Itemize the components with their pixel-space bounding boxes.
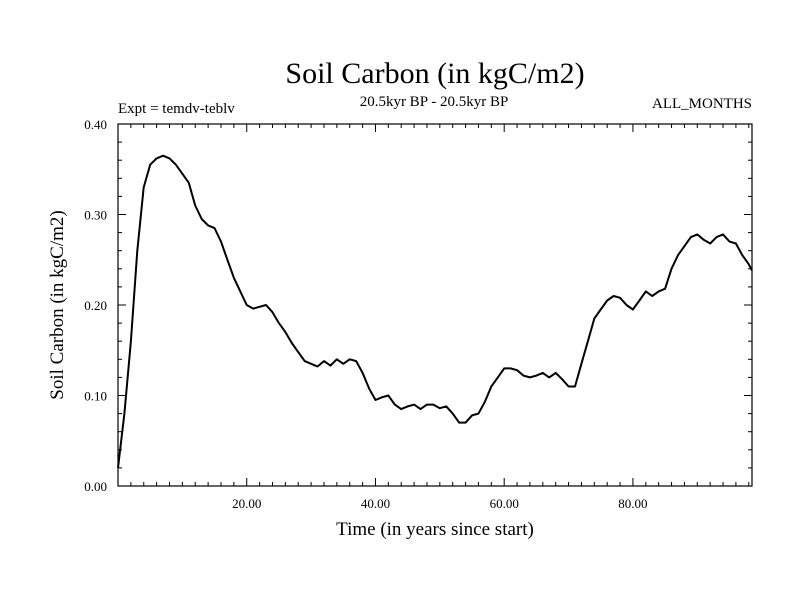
- y-axis-label: Soil Carbon (in kgC/m2): [47, 210, 68, 399]
- x-tick-label: 40.00: [361, 496, 390, 511]
- y-tick-label: 0.00: [84, 479, 107, 494]
- months-label: ALL_MONTHS: [652, 96, 752, 112]
- plot-frame: [117, 123, 753, 487]
- x-tick-label: 60.00: [490, 496, 519, 511]
- experiment-label: Expt = temdv-teblv: [118, 101, 235, 117]
- y-tick-label: 0.20: [84, 298, 107, 313]
- x-tick-label: 80.00: [618, 496, 647, 511]
- y-tick-label: 0.10: [84, 389, 107, 404]
- period-label: 20.5kyr BP - 20.5kyr BP: [360, 94, 509, 110]
- chart-title: Soil Carbon (in kgC/m2): [285, 57, 584, 90]
- tick-labels: 20.00 40.00 60.00 80.00 0.00 0.10 0.20 0.30 0.40: [84, 117, 647, 511]
- series-group: [117, 154, 753, 469]
- y-tick-label: 0.40: [84, 117, 107, 132]
- x-axis-label: Time (in years since start): [336, 519, 534, 540]
- soil-carbon-line: [117, 154, 753, 469]
- x-tick-label: 20.00: [232, 496, 261, 511]
- axis-ticks: [118, 124, 752, 486]
- y-tick-label: 0.30: [84, 208, 107, 223]
